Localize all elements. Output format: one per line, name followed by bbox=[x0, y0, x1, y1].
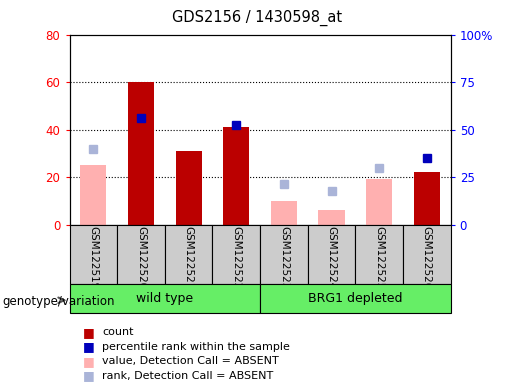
Text: GSM122520: GSM122520 bbox=[136, 227, 146, 290]
Text: GSM122525: GSM122525 bbox=[374, 227, 384, 290]
Text: GSM122523: GSM122523 bbox=[279, 227, 289, 290]
Text: GSM122522: GSM122522 bbox=[231, 227, 241, 290]
Text: GSM122526: GSM122526 bbox=[422, 227, 432, 290]
Text: ■: ■ bbox=[82, 355, 94, 368]
Text: BRG1 depleted: BRG1 depleted bbox=[308, 292, 403, 305]
Bar bbox=[271, 201, 297, 225]
Text: GDS2156 / 1430598_at: GDS2156 / 1430598_at bbox=[173, 10, 342, 26]
Text: percentile rank within the sample: percentile rank within the sample bbox=[102, 342, 290, 352]
Bar bbox=[223, 127, 249, 225]
Text: ■: ■ bbox=[82, 369, 94, 382]
Text: wild type: wild type bbox=[136, 292, 193, 305]
Bar bbox=[403, 225, 451, 284]
Text: rank, Detection Call = ABSENT: rank, Detection Call = ABSENT bbox=[102, 371, 273, 381]
Text: GSM122524: GSM122524 bbox=[327, 227, 336, 290]
Bar bbox=[366, 179, 392, 225]
Bar bbox=[260, 284, 451, 313]
Bar bbox=[260, 225, 308, 284]
Text: ■: ■ bbox=[82, 340, 94, 353]
Bar bbox=[117, 225, 165, 284]
Text: ■: ■ bbox=[82, 326, 94, 339]
Bar bbox=[128, 82, 154, 225]
Bar bbox=[165, 225, 212, 284]
Bar bbox=[414, 172, 440, 225]
Bar bbox=[80, 165, 107, 225]
Bar bbox=[307, 225, 355, 284]
Text: value, Detection Call = ABSENT: value, Detection Call = ABSENT bbox=[102, 356, 279, 366]
Bar bbox=[355, 225, 403, 284]
Bar bbox=[212, 225, 260, 284]
Text: count: count bbox=[102, 327, 133, 337]
Bar bbox=[176, 151, 202, 225]
Bar bbox=[318, 210, 345, 225]
Bar bbox=[70, 284, 260, 313]
Text: GSM122519: GSM122519 bbox=[89, 227, 98, 290]
Text: genotype/variation: genotype/variation bbox=[3, 295, 115, 308]
Bar bbox=[70, 225, 117, 284]
Text: GSM122521: GSM122521 bbox=[184, 227, 194, 290]
